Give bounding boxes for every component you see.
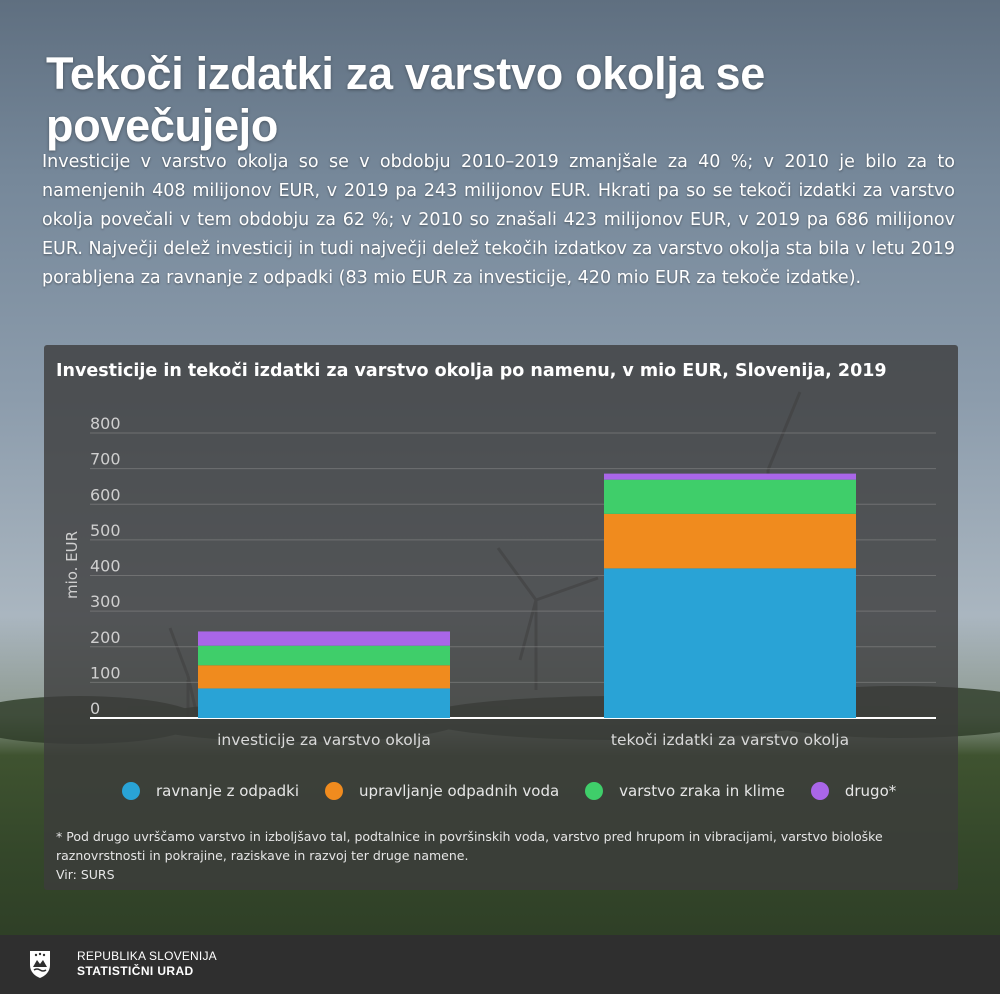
- legend-swatch: [325, 782, 344, 800]
- legend-label: varstvo zraka in klime: [619, 782, 785, 800]
- legend-swatch: [585, 782, 604, 800]
- y-tick-label: 300: [90, 592, 121, 611]
- legend-swatch: [122, 782, 140, 800]
- y-tick-label: 200: [90, 628, 121, 647]
- source-text: Vir: SURS: [56, 867, 115, 882]
- footer-bar: REPUBLIKA SLOVENIJA STATISTIČNI URAD: [0, 935, 1000, 994]
- x-category-label: investicije za varstvo okolja: [217, 731, 431, 749]
- bar-segment: [604, 479, 856, 514]
- chart-panel: Investicije in tekoči izdatki za varstvo…: [44, 345, 958, 890]
- organization-name: REPUBLIKA SLOVENIJA STATISTIČNI URAD: [77, 949, 217, 979]
- bar-segment: [198, 665, 450, 689]
- bar-segment: [604, 568, 856, 718]
- y-tick-label: 700: [90, 450, 121, 469]
- legend-label: ravnanje z odpadki: [156, 782, 300, 800]
- org-line2: STATISTIČNI URAD: [77, 964, 194, 978]
- footnote: * Pod drugo uvrščamo varstvo in izboljša…: [56, 827, 946, 884]
- stacked-bar-chart: 0 100 200 300 400 500 600 700 800 mio. EUR investi…: [63, 414, 936, 749]
- legend-item: varstvo zraka in klime: [585, 782, 785, 800]
- bar-segment: [604, 513, 856, 569]
- y-tick-label: 400: [90, 557, 121, 576]
- footnote-text: * Pod drugo uvrščamo varstvo in izboljša…: [56, 829, 883, 863]
- y-tick-label: 100: [90, 663, 121, 682]
- y-axis-label: mio. EUR: [63, 531, 81, 599]
- legend-item: drugo*: [810, 782, 897, 800]
- legend-swatch: [810, 782, 829, 800]
- legend-item: ravnanje z odpadki: [122, 782, 299, 800]
- bar-segment: [198, 688, 450, 718]
- y-tick-label: 800: [90, 414, 121, 433]
- page-title: Tekoči izdatki za varstvo okolja se pove…: [46, 48, 765, 151]
- intro-paragraph: Investicije v varstvo okolja so se v obd…: [42, 152, 955, 288]
- x-category-label: tekoči izdatki za varstvo okolja: [611, 731, 849, 749]
- y-tick-label: 500: [90, 521, 121, 540]
- bar-segment: [198, 645, 450, 666]
- legend-label: drugo*: [844, 782, 897, 800]
- bar-segment: [198, 631, 450, 646]
- legend-label: upravljanje odpadnih voda: [359, 782, 560, 800]
- coat-of-arms-icon: [30, 951, 50, 978]
- bar-segment: [604, 473, 856, 480]
- org-line1: REPUBLIKA SLOVENIJA: [77, 949, 217, 963]
- y-tick-label: 0: [90, 699, 100, 718]
- y-tick-label: 600: [90, 485, 121, 504]
- legend-item: upravljanje odpadnih voda: [325, 782, 559, 800]
- chart-legend: ravnanje z odpadki upravljanje odpadnih v…: [122, 782, 922, 800]
- chart-title: Investicije in tekoči izdatki za varstvo…: [56, 361, 887, 381]
